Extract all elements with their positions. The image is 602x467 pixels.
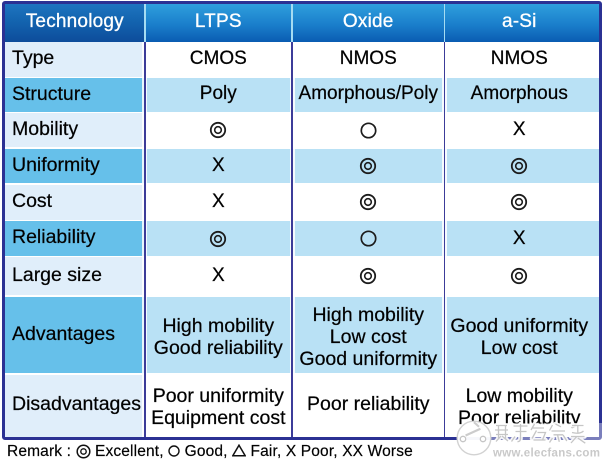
svg-text:www.elecfans.com: www.elecfans.com [492,448,600,460]
